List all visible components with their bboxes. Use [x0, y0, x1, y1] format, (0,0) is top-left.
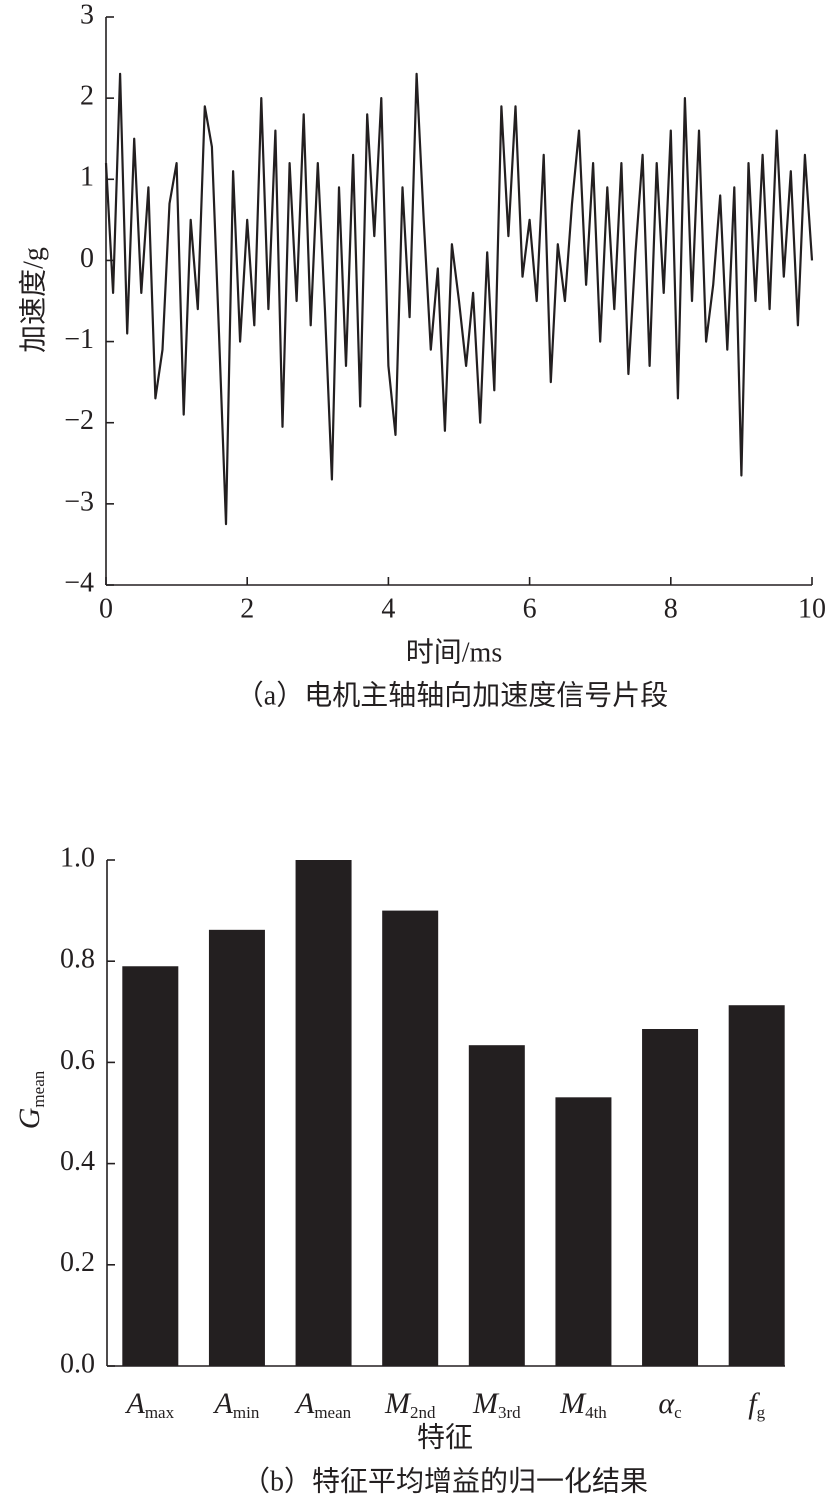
bar [122, 966, 179, 1366]
bar [382, 910, 439, 1366]
x-tick-label-main: M [384, 1387, 412, 1420]
x-tick-label-main: M [559, 1387, 587, 1420]
x-tick-label: fg [748, 1387, 765, 1422]
bar [728, 1005, 785, 1366]
y-tick-label: −4 [64, 567, 94, 598]
x-tick-label-sub: g [757, 1403, 766, 1422]
bar [295, 860, 352, 1366]
x-tick-label: 8 [664, 593, 678, 624]
x-tick-label-sub: 2nd [410, 1403, 436, 1422]
y-axis-label-sub: mean [29, 1070, 48, 1107]
x-tick-label: Amean [294, 1387, 352, 1422]
x-tick-label-sub: mean [314, 1403, 351, 1422]
x-tick-label: 4 [381, 593, 395, 624]
y-tick-label: 0.4 [60, 1146, 95, 1177]
y-axis-label: 加速度/g [17, 247, 49, 353]
y-axis-label: Gmean [13, 1070, 48, 1129]
x-tick-label: M2nd [384, 1387, 436, 1422]
y-tick-label: 0 [80, 243, 94, 274]
x-tick-label: αc [658, 1387, 682, 1422]
bar [555, 1097, 612, 1366]
y-tick-label: 1.0 [60, 842, 95, 873]
x-tick-label: 10 [798, 593, 826, 624]
y-tick-label: 0.2 [60, 1247, 95, 1278]
y-tick-label: 0.8 [60, 944, 95, 975]
x-tick-label-main: A [125, 1387, 146, 1420]
x-tick-label: 6 [523, 593, 537, 624]
signal-line [104, 72, 814, 526]
x-tick-label-sub: c [674, 1403, 682, 1422]
y-tick-label: −1 [64, 324, 94, 355]
y-tick-label: 0.0 [60, 1348, 95, 1379]
y-tick-label: 3 [80, 0, 94, 30]
bar [468, 1045, 525, 1366]
x-tick-label-sub: min [233, 1403, 260, 1422]
x-tick-label-main: A [213, 1387, 234, 1420]
y-axis-label-main: G [13, 1107, 46, 1129]
x-axis-label: 时间/ms [406, 636, 502, 668]
x-tick-label-main: A [294, 1387, 315, 1420]
x-tick-label-sub: max [145, 1403, 175, 1422]
caption: （b）特征平均增益的归一化结果 [242, 1465, 648, 1497]
bar [642, 1029, 699, 1366]
y-tick-label: 0.6 [60, 1045, 95, 1076]
x-tick-label-sub: 4th [585, 1403, 607, 1422]
y-tick-label: −3 [64, 486, 94, 517]
bar [208, 929, 265, 1366]
x-tick-label: M4th [559, 1387, 607, 1422]
x-tick-label-main: M [472, 1387, 500, 1420]
y-tick-label: 2 [80, 81, 94, 112]
x-tick-label: Amin [213, 1387, 260, 1422]
x-tick-label: M3rd [472, 1387, 521, 1422]
x-tick-label: Amax [125, 1387, 175, 1422]
x-tick-label: 0 [99, 593, 113, 624]
caption: （a）电机主轴轴向加速度信号片段 [236, 679, 668, 711]
x-tick-label: 2 [240, 593, 254, 624]
x-tick-label-sub: 3rd [498, 1403, 521, 1422]
x-axis-label: 特征 [417, 1421, 473, 1453]
x-tick-label-main: α [658, 1387, 675, 1420]
y-tick-label: 1 [80, 162, 94, 193]
y-tick-label: −2 [64, 405, 94, 436]
